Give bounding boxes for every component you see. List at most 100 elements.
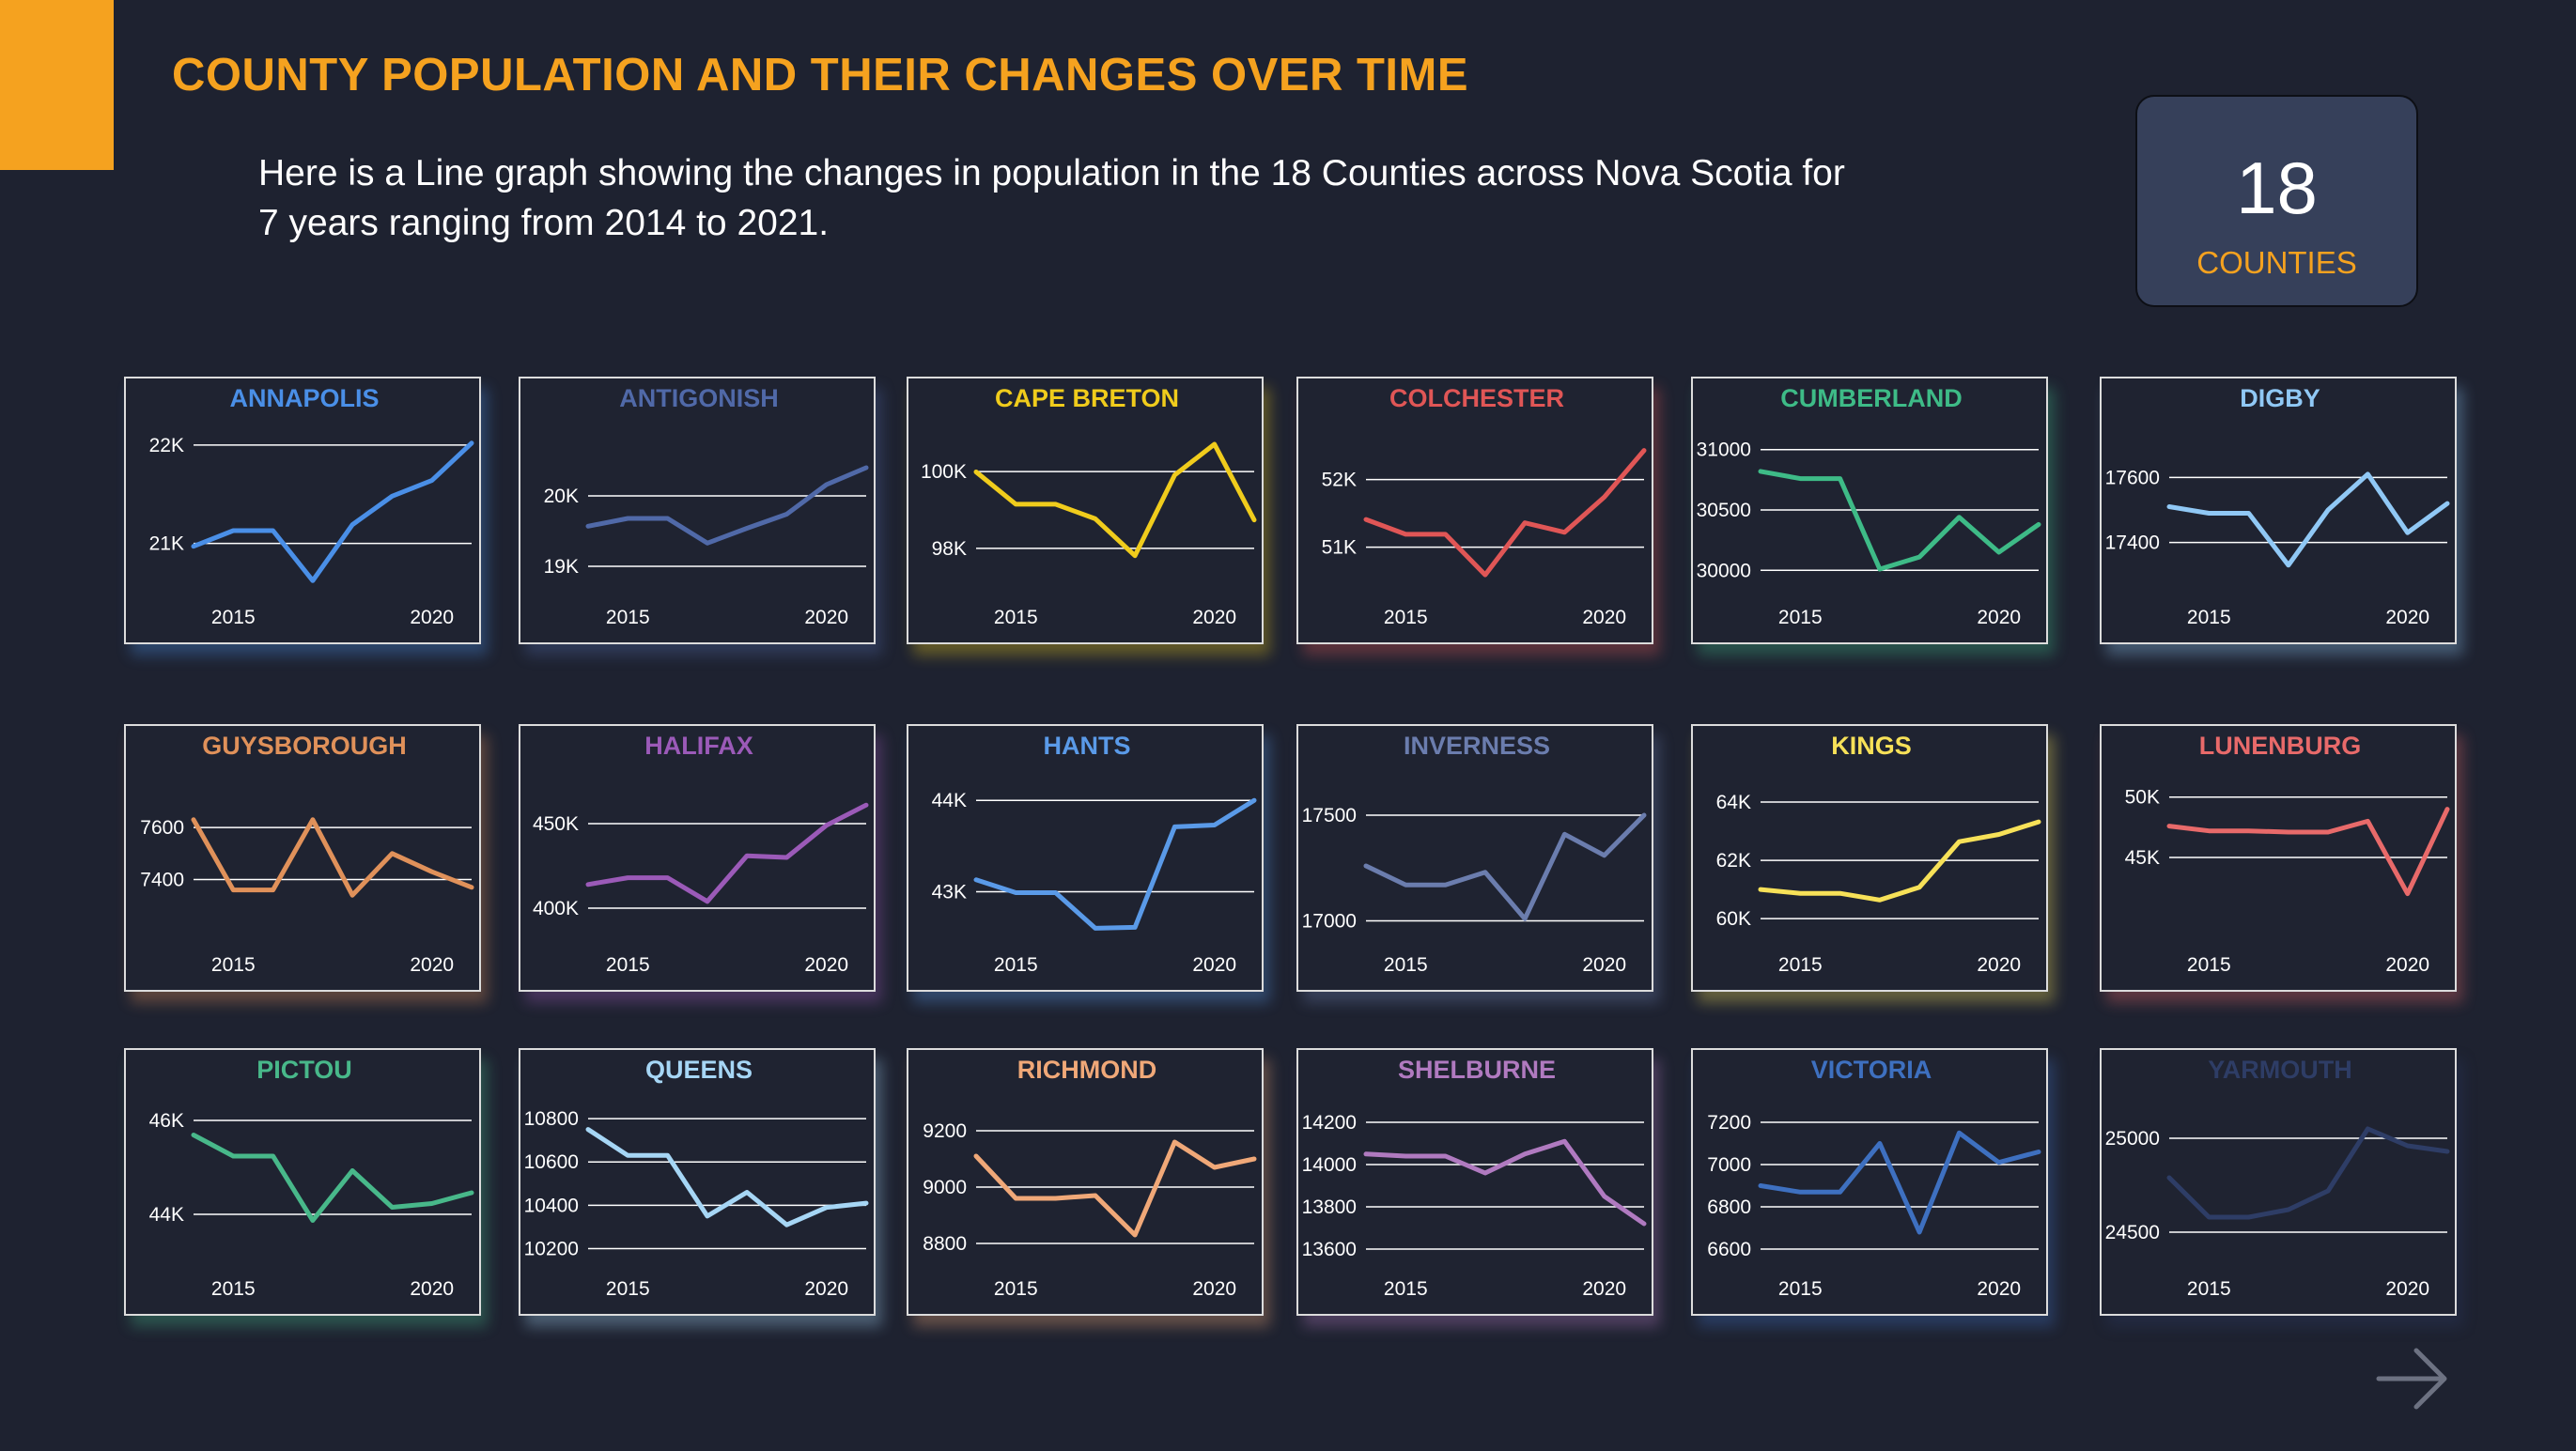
data-point[interactable] (1013, 1196, 1018, 1201)
data-point[interactable] (2286, 1207, 2291, 1212)
data-point[interactable] (1916, 554, 1922, 560)
chart-card-kings[interactable]: KINGS 60K 62K 64K 2015 2020 (1691, 724, 2048, 992)
data-point[interactable] (2325, 829, 2331, 835)
data-point[interactable] (2166, 1175, 2172, 1181)
data-point[interactable] (1877, 1141, 1883, 1147)
series-line[interactable] (1758, 469, 2041, 572)
chart-card-guysborough[interactable]: GUYSBOROUGH 7400 7600 2015 2020 (124, 724, 481, 992)
data-point[interactable] (230, 1153, 236, 1159)
data-point[interactable] (1403, 882, 1408, 888)
data-point[interactable] (271, 888, 276, 893)
data-point[interactable] (1758, 469, 1763, 474)
data-point[interactable] (2365, 818, 2370, 824)
chart-card-cumberland[interactable]: CUMBERLAND 30000 30500 31000 2015 2020 (1691, 377, 2048, 644)
data-point[interactable] (1561, 1138, 1567, 1144)
data-point[interactable] (784, 1222, 789, 1227)
data-point[interactable] (2325, 1188, 2331, 1194)
series-line[interactable] (2166, 1126, 2450, 1220)
data-point[interactable] (705, 540, 710, 546)
data-point[interactable] (824, 823, 830, 828)
data-point[interactable] (1251, 1156, 1257, 1162)
data-point[interactable] (2405, 891, 2411, 897)
data-point[interactable] (349, 522, 355, 528)
data-point[interactable] (1758, 1183, 1763, 1189)
data-point[interactable] (1956, 839, 1962, 844)
data-point[interactable] (469, 885, 474, 890)
data-point[interactable] (1363, 517, 1369, 522)
data-point[interactable] (1522, 916, 1528, 921)
series-line[interactable] (191, 817, 474, 898)
data-point[interactable] (744, 526, 750, 532)
data-point[interactable] (1403, 532, 1408, 537)
data-point[interactable] (1132, 1232, 1138, 1238)
data-point[interactable] (191, 817, 196, 823)
data-point[interactable] (469, 1190, 474, 1196)
series-line[interactable] (585, 802, 869, 904)
data-point[interactable] (1797, 1189, 1803, 1195)
data-point[interactable] (2166, 504, 2172, 510)
data-point[interactable] (1482, 572, 1488, 578)
data-point[interactable] (1797, 890, 1803, 896)
arrow-right-icon[interactable] (2375, 1341, 2450, 1416)
series-line[interactable] (1363, 1138, 1647, 1227)
series-line[interactable] (2166, 471, 2450, 568)
data-point[interactable] (585, 523, 591, 529)
data-point[interactable] (1877, 566, 1883, 572)
data-point[interactable] (1956, 515, 1962, 520)
chart-card-halifax[interactable]: HALIFAX 400K 450K 2015 2020 (519, 724, 876, 992)
data-point[interactable] (271, 1153, 276, 1159)
data-point[interactable] (705, 899, 710, 904)
data-point[interactable] (973, 1153, 979, 1159)
data-point[interactable] (2405, 1143, 2411, 1149)
data-point[interactable] (863, 465, 869, 471)
data-point[interactable] (705, 1213, 710, 1219)
chart-card-pictou[interactable]: PICTOU 44K 46K 2015 2020 (124, 1048, 481, 1316)
series-line[interactable] (1363, 812, 1647, 921)
data-point[interactable] (625, 875, 630, 881)
data-point[interactable] (1996, 1160, 2002, 1165)
data-point[interactable] (389, 1205, 395, 1211)
data-point[interactable] (2246, 510, 2252, 516)
data-point[interactable] (1482, 870, 1488, 875)
series-line[interactable] (191, 440, 474, 583)
data-point[interactable] (2036, 521, 2041, 527)
data-point[interactable] (2206, 828, 2211, 834)
data-point[interactable] (271, 528, 276, 533)
data-point[interactable] (2444, 1149, 2450, 1154)
chart-card-queens[interactable]: QUEENS 10200 10400 10600 10800 2015 2020 (519, 1048, 876, 1316)
data-point[interactable] (1602, 1194, 1607, 1199)
data-point[interactable] (863, 1200, 869, 1206)
data-point[interactable] (665, 516, 671, 521)
series-line[interactable] (585, 465, 869, 546)
data-point[interactable] (2246, 1214, 2252, 1220)
data-point[interactable] (1443, 1153, 1449, 1159)
data-point[interactable] (1093, 1193, 1098, 1198)
data-point[interactable] (784, 512, 789, 517)
chart-card-victoria[interactable]: VICTORIA 6600 6800 7000 7200 2015 2020 (1691, 1048, 2048, 1316)
data-point[interactable] (973, 470, 979, 475)
data-point[interactable] (2206, 1214, 2211, 1220)
data-point[interactable] (310, 817, 316, 823)
data-point[interactable] (863, 802, 869, 808)
data-point[interactable] (389, 851, 395, 857)
data-point[interactable] (1641, 448, 1647, 454)
data-point[interactable] (1363, 1151, 1369, 1157)
data-point[interactable] (1363, 863, 1369, 869)
data-point[interactable] (1916, 1229, 1922, 1235)
series-line[interactable] (1363, 448, 1647, 578)
chart-card-shelburne[interactable]: SHELBURNE 13600 13800 14000 14200 2015 2020 (1296, 1048, 1653, 1316)
data-point[interactable] (2286, 829, 2291, 835)
data-point[interactable] (349, 1168, 355, 1174)
data-point[interactable] (1797, 476, 1803, 482)
data-point[interactable] (585, 882, 591, 888)
chart-card-cape-breton[interactable]: CAPE BRETON 98K 100K 2015 2020 (907, 377, 1264, 644)
data-point[interactable] (1053, 502, 1059, 507)
data-point[interactable] (1053, 889, 1059, 895)
data-point[interactable] (973, 877, 979, 883)
data-point[interactable] (1132, 924, 1138, 930)
data-point[interactable] (1561, 530, 1567, 535)
data-point[interactable] (2444, 807, 2450, 812)
data-point[interactable] (1522, 520, 1528, 526)
data-point[interactable] (2166, 824, 2172, 829)
data-point[interactable] (2246, 828, 2252, 834)
